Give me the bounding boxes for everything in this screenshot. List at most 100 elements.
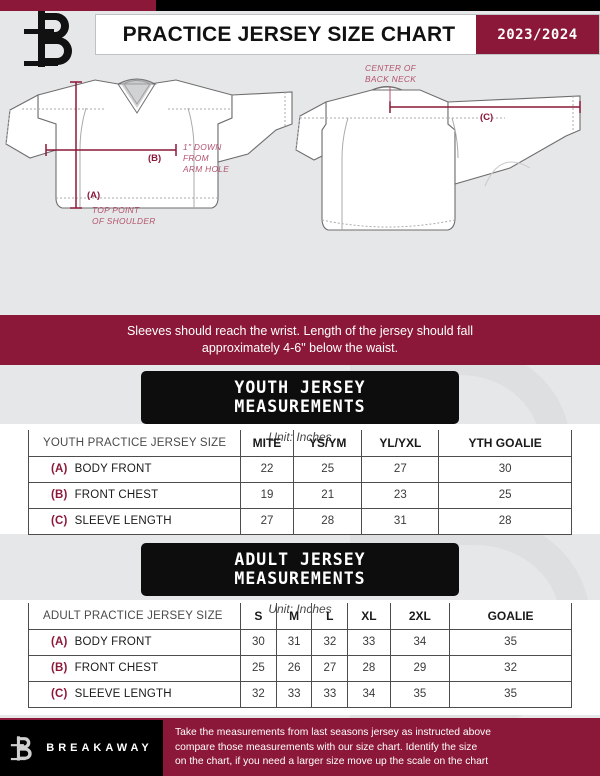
top-strip-maroon [0,0,156,11]
youth-row-1-label: (B) FRONT CHEST [28,481,241,509]
table-row: (C) SLEEVE LENGTH 32 33 33 34 35 35 [28,680,572,708]
adult-row-2-val-1: 33 [275,680,313,708]
youth-row-1-val-0: 19 [240,481,294,509]
youth-col-1: MITE [240,430,294,457]
adult-row-2-val-2: 33 [311,680,349,708]
breakaway-b-logo-icon [11,736,32,761]
adult-row-2-val-5: 35 [449,680,572,708]
adult-row-1-val-2: 27 [311,654,349,682]
adult-row-2-val-3: 34 [347,680,391,708]
footer-line-1: Take the measurements from last seasons … [175,727,491,739]
fit-note-line-1: Sleeves should reach the wrist. Length o… [126,324,474,339]
back-tag-c: (C) [480,112,493,123]
youth-row-2-label: (C) SLEEVE LENGTH [28,507,241,535]
footer-wordmark: BREAKAWAY [46,742,153,754]
adult-row-2-val-4: 35 [389,680,451,708]
adult-row-2-val-0: 32 [240,680,277,708]
adult-col-1: S [240,603,277,630]
page-footer: BREAKAWAY Take the measurements from las… [0,718,600,776]
youth-row-1-val-3: 25 [438,481,572,509]
adult-row-1-label: (B) FRONT CHEST [28,654,241,682]
youth-row-0-label: (A) BODY FRONT [28,455,241,483]
youth-row-1-text: FRONT CHEST [74,489,159,501]
adult-row-0-tag: (A) [51,636,68,648]
back-measurement-line [389,101,581,113]
adult-col-6: GOALIE [449,603,572,630]
youth-row-2-tag: (C) [51,515,68,527]
title-bar: PRACTICE JERSEY SIZE CHART 2023/2024 [95,14,600,55]
front-tag-b: (B) [148,153,161,164]
front-tag-b-note-3: ARM HOLE [182,164,229,174]
page-title: PRACTICE JERSEY SIZE CHART [122,22,456,46]
adult-col-4: XL [347,603,391,630]
youth-header-row: YOUTH PRACTICE JERSEY SIZE MITE YS/YM YL… [28,430,572,457]
youth-row-1-val-1: 21 [292,481,363,509]
youth-col-4: YTH GOALIE [438,430,572,457]
adult-row-1-val-0: 25 [240,654,277,682]
youth-row-2-val-3: 28 [438,507,572,535]
adult-row-0-val-5: 35 [449,628,572,656]
youth-row-2-text: SLEEVE LENGTH [74,515,172,527]
adult-row-1-text: FRONT CHEST [74,662,159,674]
youth-row-0-val-3: 30 [438,455,572,483]
footer-accent-line [0,718,600,720]
adult-col-2: M [275,603,313,630]
top-strip-black [156,0,600,11]
adult-row-2-label: (C) SLEEVE LENGTH [28,680,241,708]
youth-row-0-val-2: 27 [361,455,440,483]
youth-row-1-val-2: 23 [361,481,440,509]
adult-row-1-val-3: 28 [347,654,391,682]
fit-note-band: Sleeves should reach the wrist. Length o… [0,315,600,365]
front-tag-b-note-1: 1" DOWN [183,142,222,152]
adult-row-0-text: BODY FRONT [74,636,152,648]
youth-row-2-val-1: 28 [292,507,363,535]
adult-row-1-val-4: 29 [389,654,451,682]
front-tag-a-note-1: TOP POINT [92,205,140,215]
youth-row-0-val-1: 25 [292,455,363,483]
adult-row-0-val-3: 33 [347,628,391,656]
youth-heading: YOUTH JERSEY MEASUREMENTS [141,371,459,424]
front-measurement-lines [45,81,177,209]
adult-col-0: ADULT PRACTICE JERSEY SIZE [28,603,241,630]
back-jersey-illustration [295,86,581,231]
front-jersey-illustration [5,78,293,209]
table-row: (C) SLEEVE LENGTH 27 28 31 28 [28,507,572,535]
youth-row-1-tag: (B) [51,489,68,501]
adult-col-5: 2XL [389,603,451,630]
youth-row-0-tag: (A) [51,463,68,475]
breakaway-b-logo-icon [24,11,72,67]
adult-heading: ADULT JERSEY MEASUREMENTS [141,543,459,596]
table-row: (B) FRONT CHEST 25 26 27 28 29 32 [28,654,572,682]
adult-row-1-tag: (B) [51,662,68,674]
youth-col-2: YS/YM [292,430,363,457]
footer-line-3: on the chart, if you need a larger size … [175,756,489,768]
adult-size-table: ADULT PRACTICE JERSEY SIZE S M L XL 2XL … [28,603,572,708]
youth-row-2-val-0: 27 [240,507,294,535]
youth-col-3: YL/YXL [361,430,440,457]
footer-line-2: compare those measurements with our size… [175,741,478,753]
youth-size-table: YOUTH PRACTICE JERSEY SIZE MITE YS/YM YL… [28,430,572,535]
adult-row-0-val-1: 31 [275,628,313,656]
table-row: (A) BODY FRONT 30 31 32 33 34 35 [28,628,572,656]
table-row: (B) FRONT CHEST 19 21 23 25 [28,481,572,509]
table-row: (A) BODY FRONT 22 25 27 30 [28,455,572,483]
back-neck-note-2: BACK NECK [365,74,416,84]
front-tag-a-note-2: OF SHOULDER [92,216,156,226]
footer-instructions: Take the measurements from last seasons … [163,720,600,776]
jersey-diagram-area: (A) TOP POINT OF SHOULDER (B) 1" DOWN FR… [0,58,600,312]
adult-row-0-val-4: 34 [389,628,451,656]
adult-col-3: L [311,603,349,630]
footer-brand: BREAKAWAY [0,720,163,776]
youth-row-0-text: BODY FRONT [74,463,152,475]
adult-header-row: ADULT PRACTICE JERSEY SIZE S M L XL 2XL … [28,603,572,630]
front-tag-a: (A) [87,190,100,201]
adult-row-1-val-1: 26 [275,654,313,682]
adult-row-0-val-0: 30 [240,628,277,656]
adult-row-2-tag: (C) [51,688,68,700]
season-badge: 2023/2024 [476,15,599,54]
fit-note-line-2: approximately 4-6" below the waist. [201,341,399,355]
youth-row-0-val-0: 22 [240,455,294,483]
top-color-strip [0,0,600,11]
page-header: PRACTICE JERSEY SIZE CHART 2023/2024 [0,11,600,67]
front-tag-b-note-2: FROM [183,153,209,163]
